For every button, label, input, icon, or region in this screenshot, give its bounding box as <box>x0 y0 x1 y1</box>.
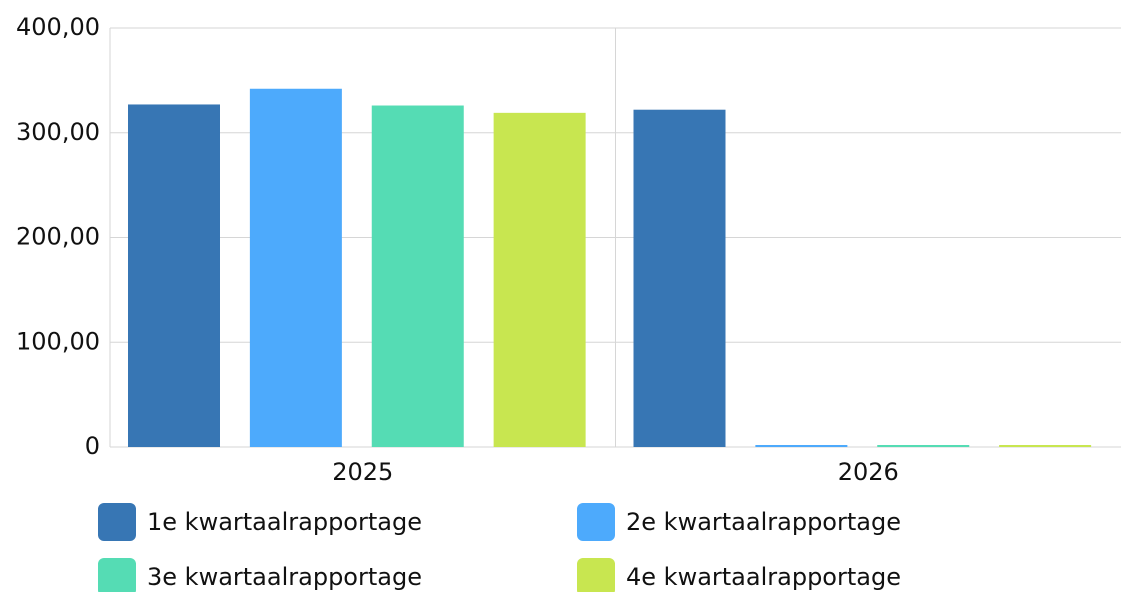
legend-swatch <box>98 503 136 541</box>
bar <box>877 445 970 447</box>
bar <box>999 445 1092 447</box>
bar <box>128 104 220 447</box>
legend-swatch <box>577 503 615 541</box>
bar <box>493 112 586 447</box>
legend-label: 1e kwartaalrapportage <box>147 508 422 536</box>
legend-label: 3e kwartaalrapportage <box>147 563 422 591</box>
bar <box>755 445 848 447</box>
x-tick-label: 2026 <box>838 458 899 486</box>
legend-swatch <box>98 558 136 596</box>
legend-swatch <box>577 558 615 596</box>
bar <box>371 105 464 447</box>
bar <box>633 109 726 447</box>
y-tick-label: 300,00 <box>16 118 100 146</box>
y-tick-label: 0 <box>85 432 100 460</box>
y-tick-label: 100,00 <box>16 327 100 355</box>
bar <box>249 88 342 447</box>
y-tick-label: 200,00 <box>16 223 100 251</box>
legend-label: 4e kwartaalrapportage <box>626 563 901 591</box>
legend-label: 2e kwartaalrapportage <box>626 508 901 536</box>
y-tick-label: 400,00 <box>16 13 100 41</box>
x-tick-label: 2025 <box>332 458 393 486</box>
